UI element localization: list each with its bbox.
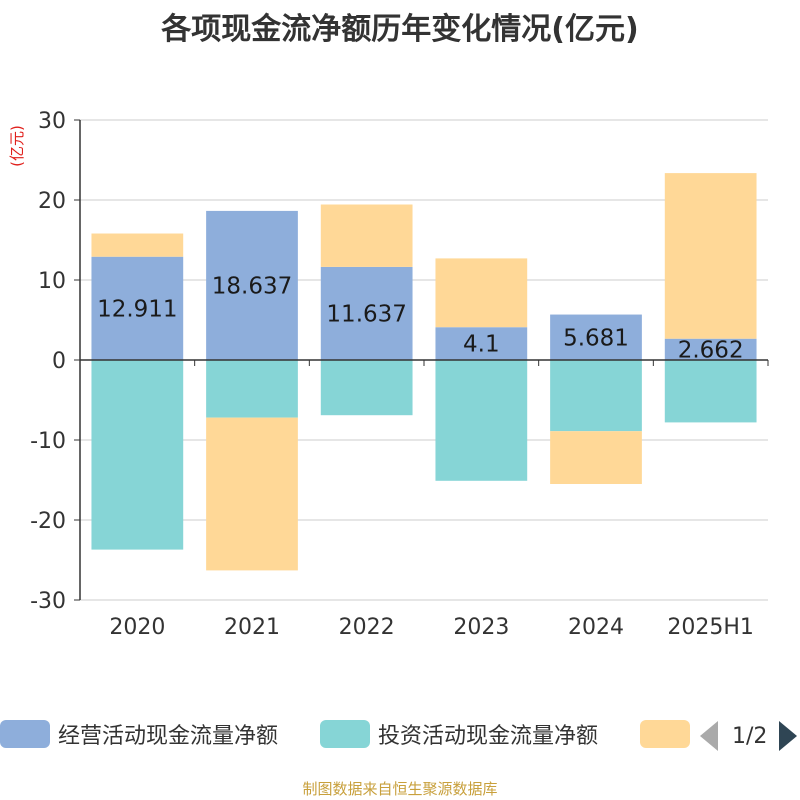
legend-item-operating[interactable]: 经营活动现金流量净额 [0,716,278,752]
x-tick-label: 2025H1 [667,615,754,640]
chart-legend: 经营活动现金流量净额 投资活动现金流量净额 1/2 [0,716,800,756]
bar-investing [320,360,413,416]
bar-financing [550,431,642,484]
bar-operating [91,256,184,360]
bar-financing [206,417,298,571]
bar-investing [664,360,757,423]
y-axis-unit-label: (亿元) [8,125,26,167]
y-tick-label: 10 [38,269,66,294]
bar-financing [320,204,413,267]
bar-investing [550,360,642,432]
legend-label-operating: 经营活动现金流量净额 [58,724,279,749]
y-tick-label: 0 [52,349,66,374]
y-tick-label: -10 [30,429,66,454]
bar-operating [206,210,298,360]
legend-swatch-investing [320,720,370,748]
data-label: 4.1 [463,332,500,358]
y-tick-label: -30 [30,589,66,614]
legend-item-investing[interactable]: 投资活动现金流量净额 [320,716,598,752]
bar-investing [206,360,298,418]
y-tick-label: -20 [30,509,66,534]
legend-pager: 1/2 [700,718,798,754]
bar-operating [435,327,528,360]
legend-swatch-financing [640,720,690,748]
legend-page-indicator: 1/2 [732,723,768,749]
bar-operating [664,338,757,360]
bar-operating [320,266,413,360]
legend-swatch-operating [0,720,50,748]
bar-operating [550,314,642,360]
x-tick-label: 2021 [224,615,280,640]
legend-item-financing[interactable] [640,716,698,752]
triangle-right-icon[interactable] [779,721,798,751]
bar-investing [435,360,528,481]
data-label: 2.662 [678,337,744,363]
data-label: 5.681 [563,325,629,351]
bar-financing [435,258,528,328]
y-tick-label: 20 [38,189,66,214]
data-label: 18.637 [212,273,292,299]
x-tick-label: 2022 [339,615,395,640]
bar-financing [91,233,184,257]
y-tick-label: 30 [38,109,66,134]
chart-title: 各项现金流净额历年变化情况(亿元) [161,12,639,47]
legend-label-investing: 投资活动现金流量净额 [378,724,599,749]
triangle-left-icon[interactable] [700,721,718,751]
bar-financing [664,173,757,339]
x-tick-label: 2020 [109,615,165,640]
cash-flow-chart: 30 20 10 0 -10 -20 -30 2020 2021 2022 2023 2024 2025… [8,109,769,640]
x-tick-label: 2024 [568,615,624,640]
data-label: 11.637 [326,301,406,327]
bar-investing [91,360,184,550]
x-tick-label: 2023 [453,615,509,640]
data-source-note: 制图数据来自恒生聚源数据库 [302,780,498,798]
data-label: 12.911 [97,296,177,322]
